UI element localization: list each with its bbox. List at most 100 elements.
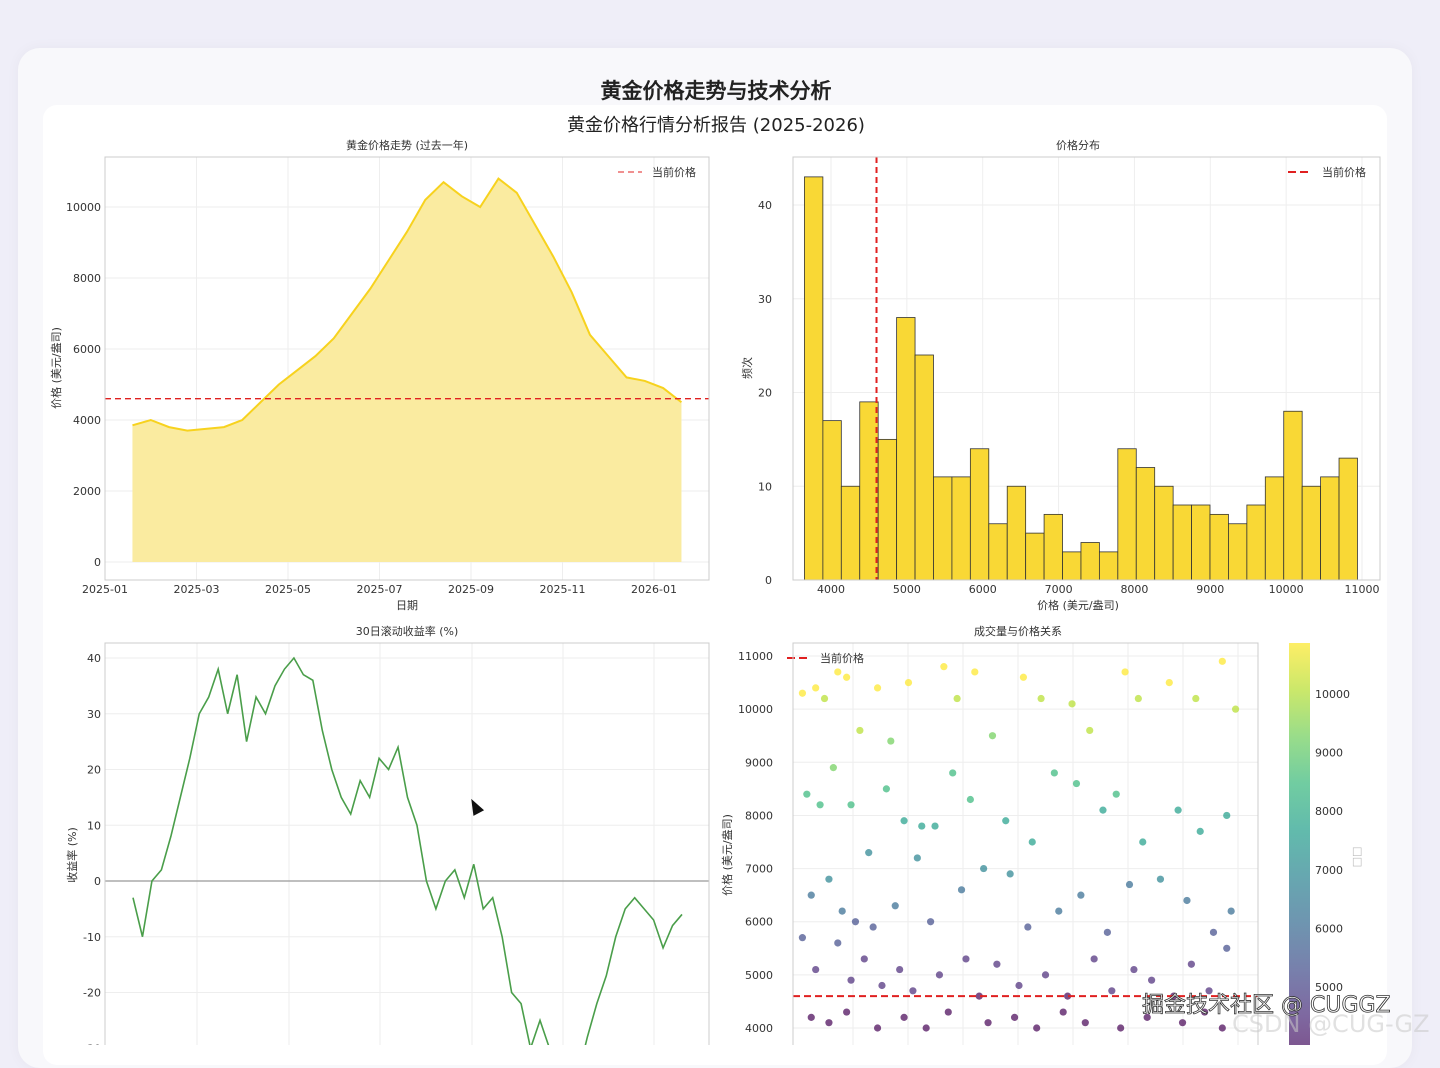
scatter-point xyxy=(1156,875,1165,883)
histogram-bar xyxy=(1080,542,1100,581)
y-tick-label: 2000 xyxy=(73,485,101,498)
scatter-point xyxy=(1028,838,1036,846)
histogram-bar xyxy=(896,317,916,581)
y-tick-label: 6000 xyxy=(745,916,773,929)
x-tick-label: 10000 xyxy=(1269,583,1304,596)
scatter-point xyxy=(1174,806,1182,814)
scatter-point xyxy=(913,854,921,862)
scatter-ylabel: 价格 (美元/盎司) xyxy=(720,814,734,896)
scatter-point xyxy=(1139,838,1147,846)
scatter-point xyxy=(1134,694,1142,703)
scatter-point xyxy=(966,795,974,804)
x-tick-label: 2026-01 xyxy=(631,583,677,596)
scatter-point xyxy=(856,726,864,735)
scatter-point xyxy=(803,790,811,798)
y-tick-label: 0 xyxy=(765,574,772,587)
scatter-point xyxy=(962,955,970,963)
scatter-point xyxy=(971,668,979,676)
scatter-point xyxy=(1072,779,1081,788)
scatter-point xyxy=(1002,817,1010,825)
returns-axes xyxy=(104,642,710,1045)
scatter-point xyxy=(1037,694,1045,703)
scatter-point xyxy=(1183,896,1191,905)
y-tick-label: -20 xyxy=(83,987,101,1000)
scatter-point xyxy=(1099,806,1107,814)
scatter-point xyxy=(834,668,842,676)
scatter-point xyxy=(860,955,868,963)
scatter-point xyxy=(1090,955,1098,963)
scatter-point xyxy=(927,918,935,926)
scatter-point xyxy=(1165,678,1173,687)
x-tick-label: 9000 xyxy=(1196,583,1224,596)
watermark: 掘金技术社区 @ CUGGZ xyxy=(1142,993,1391,1018)
histogram-bar xyxy=(1264,476,1285,581)
x-tick-label: 4000 xyxy=(817,583,845,596)
y-tick-label: 10 xyxy=(758,480,772,493)
hist-legend-label: 当前价格 xyxy=(1322,165,1366,179)
returns-ylabel: 收益率 (%) xyxy=(65,827,79,883)
scatter-point xyxy=(834,939,842,947)
histogram-bar xyxy=(1246,504,1266,581)
histogram-ylabel: 频次 xyxy=(740,357,754,379)
scatter-point xyxy=(812,684,820,692)
y-tick-label: 11000 xyxy=(738,650,773,663)
scatter-point xyxy=(1121,668,1129,676)
histogram-bar xyxy=(877,438,898,581)
scatter-point xyxy=(873,684,882,692)
histogram-axes xyxy=(792,156,1381,581)
scatter-point xyxy=(904,678,913,687)
scatter-point xyxy=(922,1024,930,1032)
scatter-point xyxy=(812,965,820,974)
scatter-point xyxy=(1227,907,1235,915)
scatter-point xyxy=(918,822,926,830)
histogram-bar xyxy=(1338,457,1358,581)
histogram-bar xyxy=(1117,448,1137,581)
y-tick-label: 30 xyxy=(87,708,101,721)
scatter-point xyxy=(847,801,855,809)
colorbar-tick-label: 9000 xyxy=(1315,747,1343,760)
chart-panel xyxy=(43,105,1387,1065)
scatter-point xyxy=(843,1008,851,1016)
colorbar-tick-label: 5000 xyxy=(1315,981,1343,994)
x-tick-label: 2025-05 xyxy=(265,583,311,596)
scatter-point xyxy=(900,1013,908,1021)
scatter-point xyxy=(1103,928,1111,936)
histogram-bar xyxy=(988,523,1008,581)
scatter-point xyxy=(807,891,815,899)
y-tick-label: 7000 xyxy=(745,863,773,876)
watermark-csdn: CSDN @CUG-GZ xyxy=(1232,1010,1430,1038)
scatter-point xyxy=(1086,726,1094,735)
scatter-point xyxy=(1125,880,1134,889)
histogram-bar xyxy=(1283,410,1303,581)
histogram-bar xyxy=(951,476,971,581)
scatter-point xyxy=(878,981,886,990)
scatter-point xyxy=(798,689,807,697)
scatter-point xyxy=(1064,992,1072,1000)
scatter-point xyxy=(829,764,837,772)
histogram-bar xyxy=(1043,513,1063,581)
x-tick-label: 2025-01 xyxy=(82,583,128,596)
scatter-point xyxy=(1187,960,1195,968)
histogram-bar xyxy=(1135,467,1156,581)
scatter-point xyxy=(957,886,966,894)
y-tick-label: -30 xyxy=(83,1042,101,1045)
returns-line xyxy=(132,656,683,1045)
histogram-bar xyxy=(1154,485,1174,581)
colorbar-tick-label: 6000 xyxy=(1315,922,1343,935)
price-area xyxy=(132,178,682,562)
histogram-bar xyxy=(1209,513,1229,581)
scatter-point xyxy=(940,663,948,671)
scatter-point xyxy=(1192,694,1200,703)
histogram-bar xyxy=(1062,551,1082,581)
price-trend-xlabel: 日期 xyxy=(396,599,418,612)
scatter-point xyxy=(1218,657,1226,665)
x-tick-label: 2025-07 xyxy=(357,583,403,596)
scatter-point xyxy=(1130,965,1138,974)
scatter-point xyxy=(847,976,855,984)
x-tick-label: 7000 xyxy=(1045,583,1073,596)
price-trend-title: 黄金价格走势 (过去一年) xyxy=(346,138,468,152)
y-tick-label: 20 xyxy=(758,387,772,400)
histogram-bar xyxy=(1172,504,1192,581)
y-tick-label: 9000 xyxy=(745,756,773,769)
x-tick-label: 2025-11 xyxy=(540,583,586,596)
